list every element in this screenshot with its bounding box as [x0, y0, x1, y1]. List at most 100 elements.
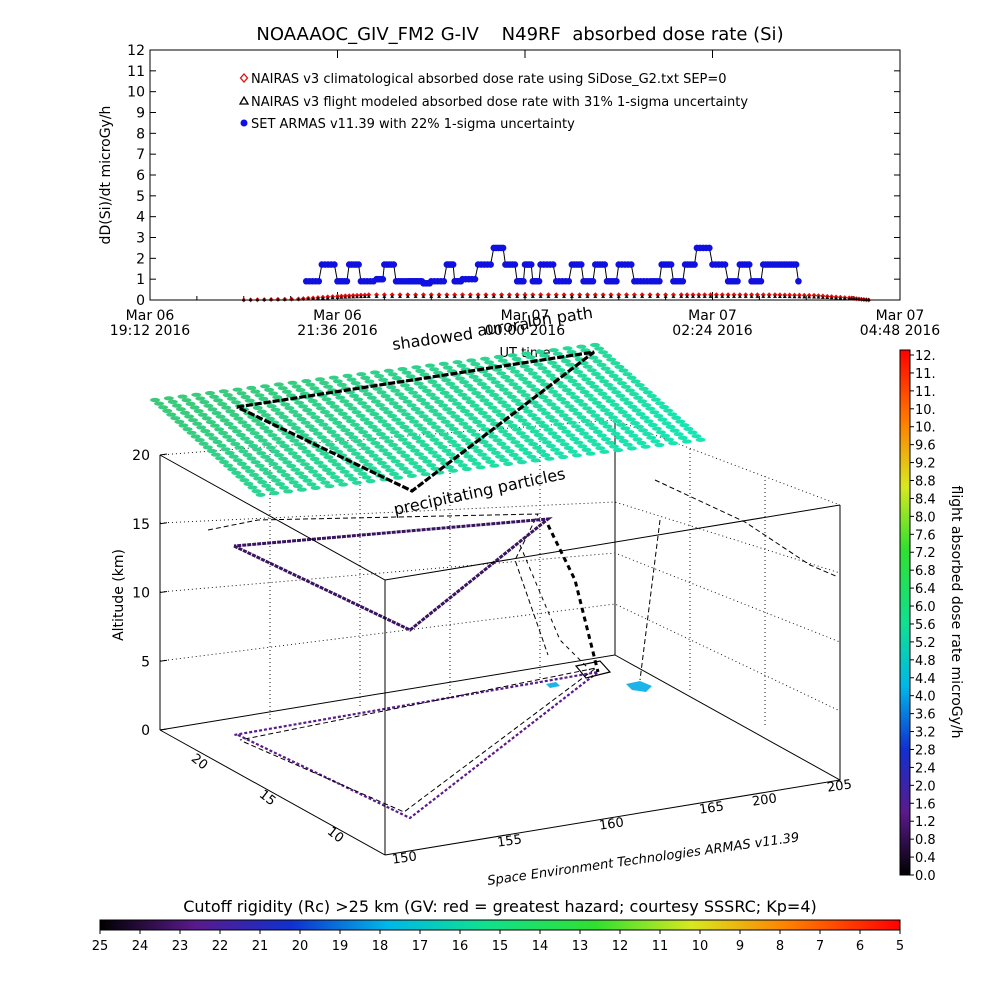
colorbar-tick-label: 4.8 — [915, 654, 936, 669]
dose-grid-cell — [617, 410, 628, 415]
dose-grid-cell — [520, 434, 530, 439]
dose-grid-cell — [444, 423, 455, 428]
data-point-nairas-clim — [366, 292, 372, 298]
data-point-nairas-flight — [842, 296, 847, 300]
dose-grid-cell — [317, 464, 328, 469]
dose-grid-cell — [378, 377, 389, 382]
dose-grid-cell — [411, 365, 422, 370]
dose-grid-cell — [219, 459, 229, 465]
dose-grid-cell — [265, 445, 276, 450]
dose-grid-cell — [586, 409, 597, 414]
dose-grid-cell — [586, 368, 597, 373]
z-grid-10 — [159, 552, 841, 643]
dose-grid-cell — [194, 438, 205, 443]
data-point-nairas-clim — [777, 292, 783, 298]
dose-grid-cell — [506, 436, 517, 441]
dose-grid-cell — [321, 467, 332, 472]
dose-grid-cell — [447, 398, 458, 403]
dose-grid-cell — [620, 426, 631, 431]
dose-grid-cell — [282, 418, 293, 423]
dose-grid-cell — [606, 357, 617, 362]
dose-grid-cell — [576, 415, 587, 420]
data-point-nairas-flight — [737, 294, 742, 298]
dose-grid-cell — [295, 388, 306, 393]
dose-grid-cell — [448, 468, 459, 473]
dose-grid-cell — [421, 430, 432, 435]
dose-grid-cell — [198, 441, 209, 446]
dose-grid-cell — [261, 483, 272, 488]
dose-grid-cell — [577, 373, 588, 378]
dose-grid-cell — [480, 385, 491, 390]
dose-grid-cell — [189, 405, 200, 410]
dose-grid-cell — [336, 424, 347, 429]
data-point-nairas-clim — [719, 292, 725, 298]
dose-grid-cell — [302, 408, 313, 413]
dose-grid-cell — [412, 464, 423, 469]
y-tick-label: 0 — [136, 293, 145, 309]
dose-grid-cell — [622, 442, 633, 447]
data-point-nairas-flight — [816, 295, 821, 299]
z-tick — [159, 591, 168, 593]
dose-grid-cell — [547, 360, 558, 365]
dose-grid-cell — [402, 399, 413, 404]
dose-grid-cell — [468, 416, 479, 421]
data-point-nairas-flight — [720, 294, 725, 298]
dose-grid-cell — [621, 413, 632, 418]
dose-grid-cell — [166, 412, 177, 417]
dose-grid-cell — [437, 445, 448, 450]
data-point-nairas-clim — [538, 292, 544, 298]
dose-grid-cell — [518, 376, 529, 381]
dose-grid-cell — [252, 405, 263, 410]
dose-grid-cell — [246, 385, 257, 391]
data-point-nairas-flight — [358, 295, 363, 299]
dose-grid-cell — [380, 435, 390, 440]
dose-grid-cell — [514, 443, 525, 448]
dose-grid-cell — [205, 391, 215, 396]
dose-grid-cell — [430, 425, 441, 430]
data-point-set-armas — [471, 275, 479, 283]
dose-grid-cell — [223, 463, 234, 468]
dose-grid-cell — [320, 438, 331, 443]
dose-grid-cell — [180, 410, 190, 415]
dose-grid-cell — [426, 421, 437, 426]
data-point-nairas-clim — [483, 292, 489, 298]
dose-grid-cell — [668, 441, 679, 446]
x-tick-label: 155 — [496, 832, 523, 850]
upper-dose-grid — [150, 342, 706, 497]
rigidity-tick-label: 6 — [856, 939, 864, 954]
y-tick-label: 1 — [136, 272, 145, 288]
dose-grid-cell — [424, 405, 435, 410]
data-point-nairas-flight — [585, 294, 590, 298]
black-triangle-icon — [238, 95, 250, 105]
colorbar-tick-label: 2.4 — [915, 761, 936, 776]
dose-grid-cell — [419, 443, 430, 448]
z-tick-label: 5 — [141, 654, 150, 670]
dose-grid-cell — [421, 388, 432, 393]
dose-grid-cell — [585, 451, 596, 456]
dose-grid-cell — [394, 392, 405, 397]
colorbar-tick-label: 9.6 — [915, 439, 936, 454]
data-point-nairas-clim — [499, 292, 505, 298]
dose-grid-cell — [360, 446, 371, 451]
dose-grid-cell — [423, 446, 434, 451]
dose-grid-cell — [352, 439, 363, 444]
colorbar-tick-label: 4.4 — [915, 672, 936, 687]
dose-grid-cell — [267, 433, 278, 438]
dose-grid-cell — [280, 402, 291, 407]
dose-grid-cell — [196, 425, 207, 430]
dose-grid-cell — [308, 469, 319, 474]
wall-projection-dashed-2 — [654, 479, 839, 578]
dose-grid-cell — [321, 397, 332, 402]
dose-grid-cell — [338, 482, 349, 487]
dose-grid-cell — [284, 476, 295, 481]
dose-grid-cell — [432, 412, 443, 417]
dose-grid-cell — [210, 423, 220, 428]
dose-grid-cell — [573, 369, 584, 375]
data-point-nairas-flight — [608, 294, 613, 298]
dose-grid-cell — [498, 387, 509, 392]
dose-grid-cell — [571, 453, 582, 458]
dose-grid-cell — [250, 389, 261, 394]
data-point-nairas-flight — [366, 294, 371, 298]
dose-grid-cell — [312, 473, 323, 478]
dose-grid-cell — [619, 397, 630, 402]
